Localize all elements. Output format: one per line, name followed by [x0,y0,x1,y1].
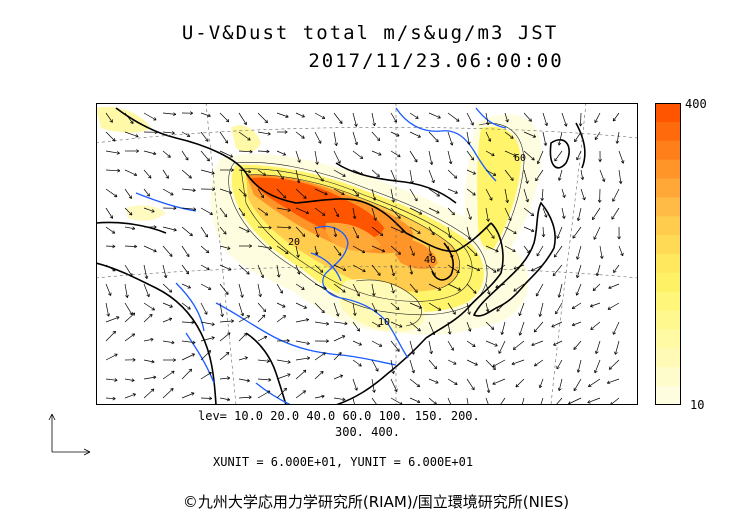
colorbar-swatch [655,103,681,123]
colorbar-swatch [655,197,681,217]
copyright-notice: ©九州大学応用力学研究所(RIAM)/国立環境研究所(NIES) [182,493,570,511]
colorbar-swatch [655,216,681,236]
colorbar-swatch [655,329,681,349]
contour-levels-line2: 300. 400. [335,425,401,439]
contour-levels-line1: lev= 10.0 20.0 40.0 60.0 100. 150. 200. [198,409,480,423]
contour-label-60: 60 [514,153,526,164]
colorbar-min-label: 10 [690,398,705,412]
colorbar-swatch [655,140,681,161]
colorbar-swatch [655,178,681,198]
colorbar [655,103,681,406]
map-title: U-V&Dust total m/s&ug/m3 JST [181,22,559,44]
colorbar-swatch [655,235,681,255]
colorbar-swatch [655,348,681,368]
colorbar-swatch [655,272,681,293]
colorbar-swatch [655,386,681,406]
colorbar-swatch [655,310,681,330]
colorbar-max-label: 400 [685,97,707,111]
contour-label-group: 20 40 60 10 [288,153,526,328]
reference-vector-axes [40,408,100,462]
wind-vectors [105,111,625,405]
contour-label-40: 40 [424,255,436,266]
contour-lines [228,123,525,327]
lat-lon-gridlines [96,103,638,405]
dust-map: 20 40 60 10 [96,103,638,405]
contour-label-10: 10 [378,317,390,328]
contour-label-20: 20 [288,237,300,248]
colorbar-swatch [655,159,681,179]
colorbar-swatch [655,291,681,312]
vector-units: XUNIT = 6.000E+01, YUNIT = 6.000E+01 [213,455,474,469]
colorbar-swatch [655,367,681,387]
map-timestamp: 2017/11/23.06:00:00 [308,50,564,72]
colorbar-swatch [655,121,681,142]
colorbar-swatch [655,254,681,274]
